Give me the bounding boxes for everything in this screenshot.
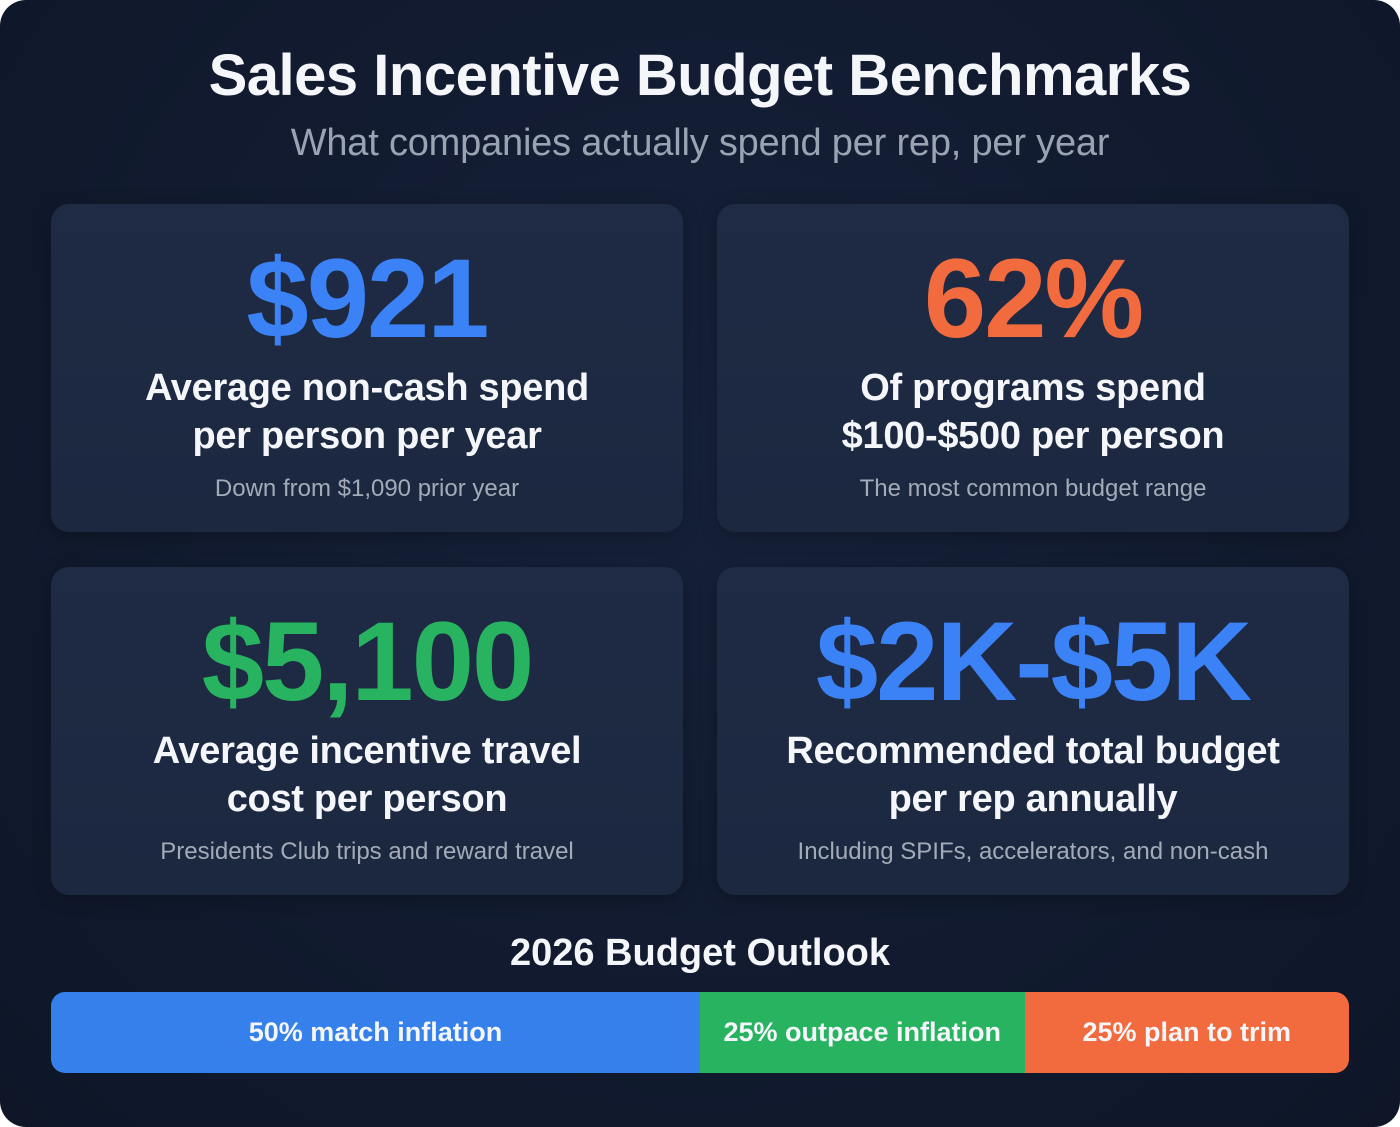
stat-label-line: per rep annually [888,778,1178,820]
outlook-stacked-bar: 50% match inflation 25% outpace inflatio… [51,992,1349,1073]
stat-value: $921 [246,236,489,361]
stat-card-recommended-budget: $2K-$5K Recommended total budget per rep… [717,567,1349,895]
stat-label-line: Of programs spend [860,367,1206,409]
stat-label-line: Recommended total budget [786,730,1280,772]
outlook-title: 2026 Budget Outlook [509,932,891,974]
stat-card-program-share: 62% Of programs spend $100-$500 per pers… [717,204,1349,532]
bar-segment-outpace-inflation: 25% outpace inflation [700,992,1025,1073]
stat-label: Of programs spend $100-$500 per person [717,364,1349,460]
stat-label-line: Average incentive travel [152,730,582,772]
stat-value: $5,100 [201,599,535,724]
bar-segment-plan-to-trim: 25% plan to trim [1024,992,1349,1073]
stat-label-line: per person per year [192,415,542,457]
stat-note: Including SPIFs, accelerators, and non-c… [797,838,1269,865]
stat-note: Presidents Club trips and reward travel [160,838,574,865]
stat-label: Average incentive travel cost per person [51,727,683,823]
stat-note: The most common budget range [859,475,1207,502]
stat-label-line: cost per person [226,778,508,820]
page-subtitle: What companies actually spend per rep, p… [290,122,1110,164]
stat-label-line: Average non-cash spend [145,367,589,409]
stat-card-travel-cost: $5,100 Average incentive travel cost per… [51,567,683,895]
segment-label: 50% match inflation [248,1017,503,1047]
bar-segment-match-inflation: 50% match inflation [51,992,700,1073]
stat-label-line: $100-$500 per person [841,415,1225,457]
stat-label: Recommended total budget per rep annuall… [717,727,1349,823]
stat-note: Down from $1,090 prior year [214,475,520,502]
stat-label: Average non-cash spend per person per ye… [51,364,683,460]
stat-value: $2K-$5K [815,599,1252,724]
stat-value: 62% [923,236,1144,361]
stat-card-non-cash-spend: $921 Average non-cash spend per person p… [51,204,683,532]
page-title: Sales Incentive Budget Benchmarks [208,43,1192,108]
segment-label: 25% plan to trim [1082,1017,1292,1047]
segment-label: 25% outpace inflation [723,1017,1002,1047]
